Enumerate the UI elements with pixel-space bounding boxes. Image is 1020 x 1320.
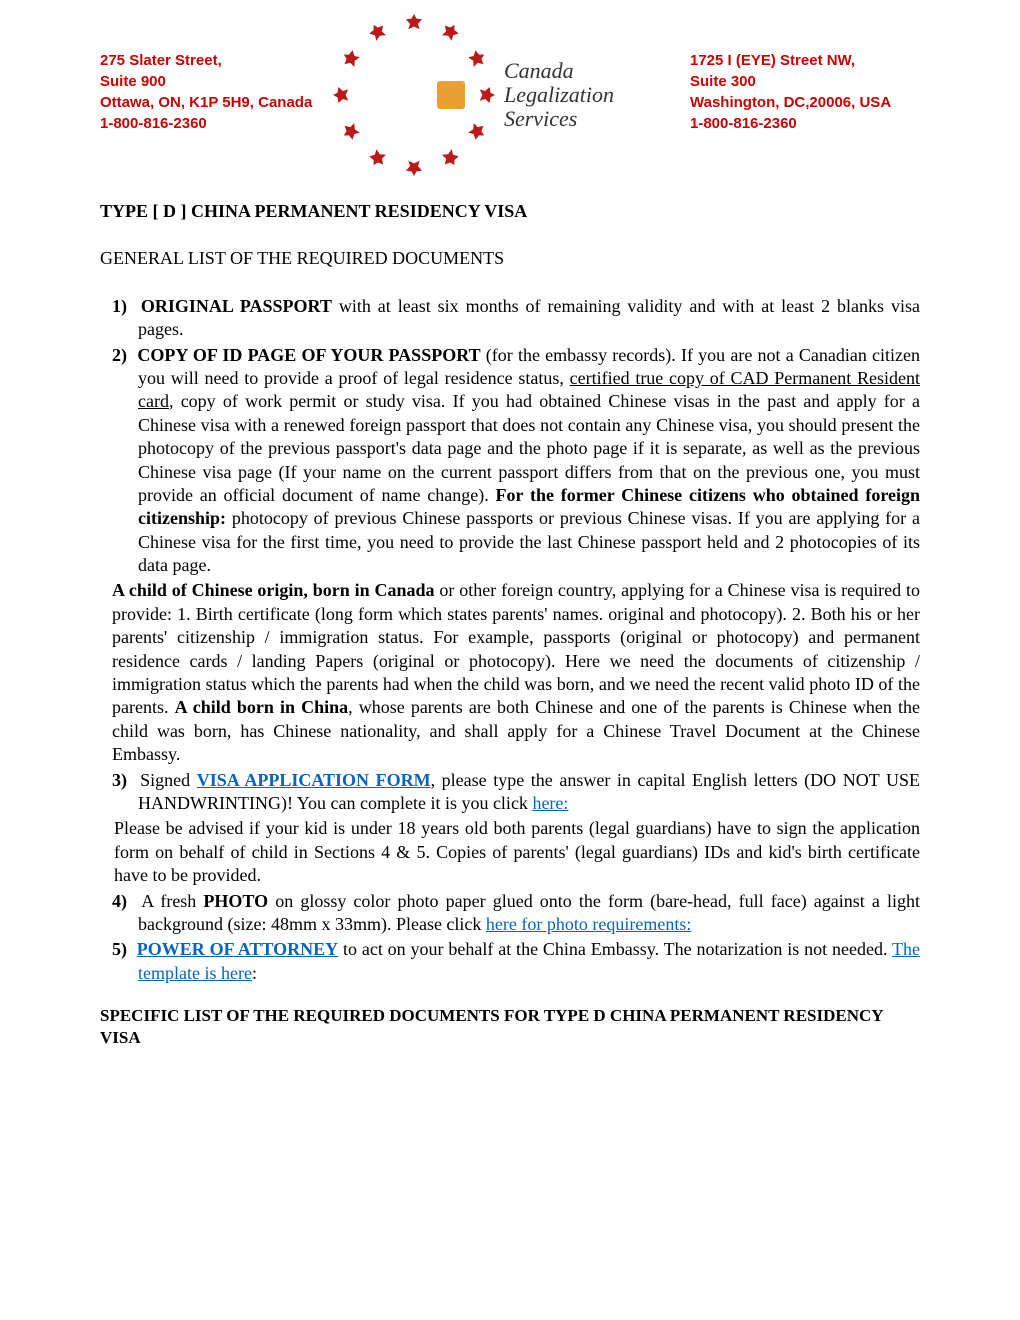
requirement-item-4: 4) A fresh PHOTO on glossy color photo p… <box>138 890 920 937</box>
item-text: photocopy of previous Chinese passports … <box>138 508 920 575</box>
address-line: Washington, DC,20006, USA <box>690 92 920 113</box>
item-number: 1) <box>112 296 127 316</box>
left-address: 275 Slater Street, Suite 900 Ottawa, ON,… <box>100 50 330 134</box>
item-bold-text: ORIGINAL PASSPORT <box>141 296 332 316</box>
address-line: Suite 300 <box>690 71 920 92</box>
complete-here-link[interactable]: here: <box>532 793 568 813</box>
item3-advice: Please be advised if your kid is under 1… <box>114 817 920 887</box>
logo-text-line: Services <box>504 107 614 131</box>
address-line: 275 Slater Street, <box>100 50 330 71</box>
logo-text-line: Legalization <box>504 83 614 107</box>
power-of-attorney-link[interactable]: POWER OF ATTORNEY <box>137 939 338 959</box>
document-title: TYPE [ D ] CHINA PERMANENT RESIDENCY VIS… <box>100 200 920 223</box>
item-number: 4) <box>112 891 127 911</box>
logo-container: Canada Legalization Services <box>330 50 690 140</box>
child-bold-text: A child born in China <box>175 697 349 717</box>
address-line: 1-800-816-2360 <box>100 113 330 134</box>
child-bold-text: A child of Chinese origin, born in Canad… <box>112 580 435 600</box>
address-line: 1-800-816-2360 <box>690 113 920 134</box>
visa-application-form-link[interactable]: VISA APPLICATION FORM <box>197 770 431 790</box>
item-bold-text: COPY OF ID PAGE OF YOUR PASSPORT <box>137 345 480 365</box>
item-number: 3) <box>112 770 127 790</box>
item-text: to act on your behalf at the China Embas… <box>338 939 892 959</box>
colon: : <box>252 963 257 983</box>
leaf-circle-icon <box>406 50 496 140</box>
address-line: Ottawa, ON, K1P 5H9, Canada <box>100 92 330 113</box>
item-bold-text: PHOTO <box>203 891 268 911</box>
logo-text: Canada Legalization Services <box>504 59 614 132</box>
item-text: Signed <box>140 770 197 790</box>
requirement-item-5: 5) POWER OF ATTORNEY to act on your beha… <box>138 938 920 985</box>
document-header: 275 Slater Street, Suite 900 Ottawa, ON,… <box>100 50 920 140</box>
item-text: A fresh <box>141 891 203 911</box>
requirement-item-2: 2) COPY OF ID PAGE OF YOUR PASSPORT (for… <box>138 344 920 578</box>
item-number: 2) <box>112 345 127 365</box>
address-line: 1725 I (EYE) Street NW, <box>690 50 920 71</box>
child-paragraph: A child of Chinese origin, born in Canad… <box>112 579 920 766</box>
logo-wrapper: Canada Legalization Services <box>406 50 614 140</box>
right-address: 1725 I (EYE) Street NW, Suite 300 Washin… <box>690 50 920 134</box>
general-heading: GENERAL LIST OF THE REQUIRED DOCUMENTS <box>100 247 920 270</box>
address-line: Suite 900 <box>100 71 330 92</box>
shield-icon <box>437 81 465 109</box>
requirement-item-3: 3) Signed VISA APPLICATION FORM, please … <box>138 769 920 816</box>
photo-requirements-link[interactable]: here for photo requirements: <box>486 914 691 934</box>
specific-heading: SPECIFIC LIST OF THE REQUIRED DOCUMENTS … <box>100 1005 920 1049</box>
item-number: 5) <box>112 939 127 959</box>
logo-text-line: Canada <box>504 59 614 83</box>
requirement-item-1: 1) ORIGINAL PASSPORT with at least six m… <box>138 295 920 342</box>
